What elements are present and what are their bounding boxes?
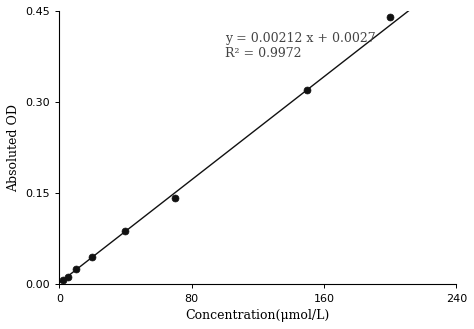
Text: y = 0.00212 x + 0.0027
R² = 0.9972: y = 0.00212 x + 0.0027 R² = 0.9972 [225,32,375,60]
Point [59,278,66,283]
Point [171,195,179,200]
Point [64,274,72,279]
Point [122,228,129,234]
Point [89,255,96,260]
Point [386,14,394,20]
X-axis label: Concentration(μmol/L): Concentration(μmol/L) [186,309,330,322]
Point [72,266,80,272]
Y-axis label: Absoluted OD: Absoluted OD [7,104,20,192]
Point [304,87,311,92]
